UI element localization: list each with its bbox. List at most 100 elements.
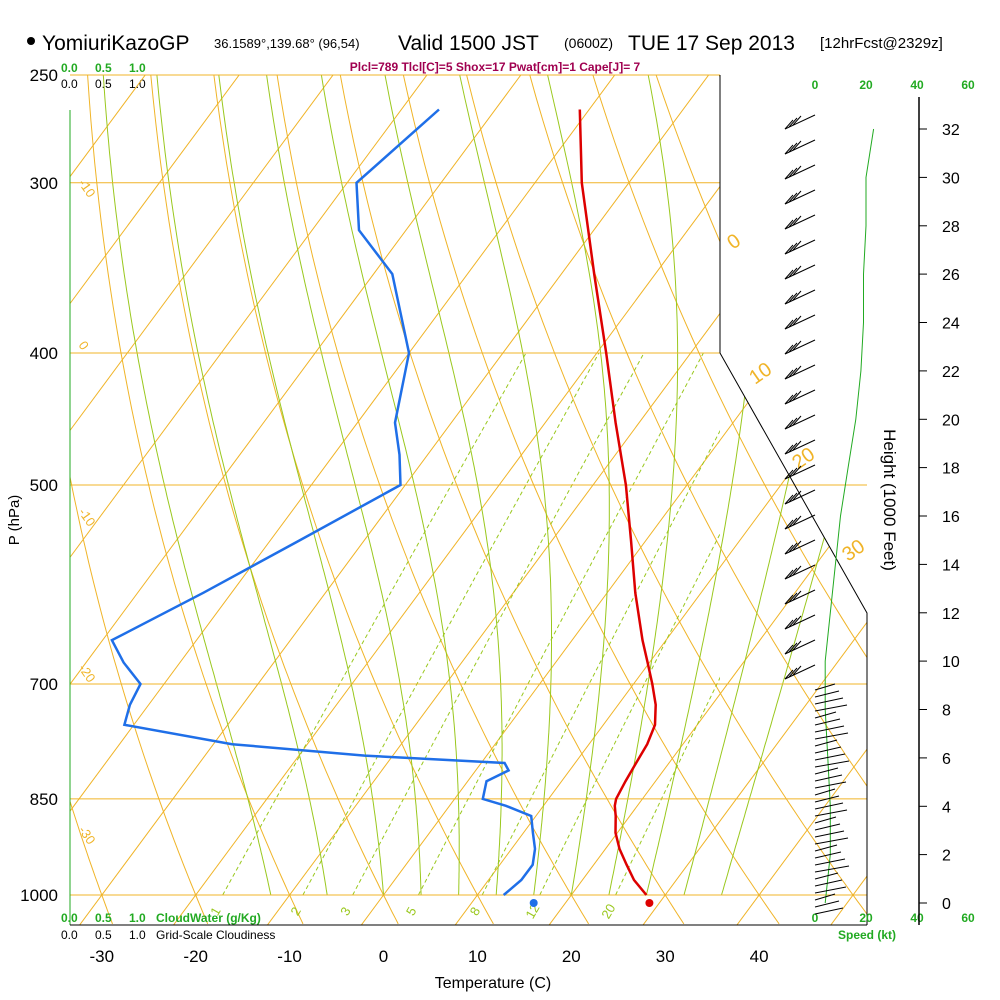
wind-barb: [784, 464, 816, 480]
dry-adiabat-line: [70, 75, 113, 925]
wind-barb-feather: [784, 569, 794, 580]
wind-barb: [814, 823, 841, 831]
moist-adiabat-line: [97, 75, 272, 896]
wind-barb-feather: [788, 542, 798, 553]
wind-barb-feather: [788, 567, 798, 578]
wind-barb-feather: [788, 167, 798, 178]
isotherm-line: [169, 75, 867, 925]
wind-barb: [814, 725, 845, 733]
speed-tick-top: 60: [961, 78, 975, 92]
height-tick-label: 24: [942, 316, 960, 333]
wind-barb-feather: [788, 492, 798, 503]
wind-barb: [814, 879, 843, 887]
pressure-tick-label: 400: [30, 344, 58, 363]
isotherm-label: -10: [76, 176, 99, 200]
pressure-tick-label: 500: [30, 476, 58, 495]
wind-barb: [814, 746, 842, 754]
moist-adiabat-line: [683, 75, 859, 896]
cloudwater-tick-bottom-0: 0.0: [61, 911, 78, 925]
cloudiness-tick-top-2: 1.0: [129, 77, 146, 91]
mixing-ratio-label: 8: [467, 904, 484, 918]
y-axis-label: P (hPa): [6, 495, 23, 546]
height-tick-label: 20: [942, 412, 960, 429]
height-tick-label: 8: [942, 703, 951, 720]
wind-barb-feather: [788, 592, 798, 603]
wind-barb-feather: [788, 117, 798, 128]
temperature-tick-label: -10: [277, 947, 302, 966]
wind-barb: [814, 718, 841, 726]
wind-barb: [784, 264, 816, 280]
isotherm-line: [639, 75, 867, 925]
wind-barb-feather: [788, 142, 798, 153]
wind-barb-feather: [788, 217, 798, 228]
wind-barb: [784, 389, 816, 405]
wind-barb-feather: [792, 415, 802, 426]
isotherm-label: 30: [838, 535, 869, 566]
wind-barb: [814, 767, 839, 775]
speed-tick-top: 20: [859, 78, 873, 92]
moist-adiabat-line: [608, 75, 679, 896]
station-coords: 36.1589°,139.68° (96,54): [214, 36, 360, 51]
pressure-tick-label: 850: [30, 790, 58, 809]
wind-barb-feather: [792, 265, 802, 276]
valid-date: TUE 17 Sep 2013: [628, 32, 795, 55]
wind-barb: [784, 289, 816, 305]
wind-barb-feather: [792, 440, 802, 451]
wind-barb-feather: [788, 292, 798, 303]
isotherm-line: [70, 75, 713, 925]
wind-barb: [814, 753, 846, 761]
moist-adiabat-line: [302, 75, 460, 896]
wind-barb: [784, 364, 816, 380]
speed-tick-bottom: 0: [812, 911, 819, 925]
wind-barb: [784, 639, 816, 655]
wind-barb: [814, 816, 837, 824]
isotherm-label: -10: [76, 505, 99, 529]
cloudwater-tick-bottom-1: 0.5: [95, 911, 112, 925]
wind-barb: [814, 844, 838, 852]
mixing-ratio-label: 12: [522, 901, 542, 921]
wind-barb-feather: [784, 294, 794, 305]
moist-adiabat-line: [518, 75, 610, 896]
moist-adiabat-line: [645, 75, 760, 896]
wind-barb-feather: [792, 540, 802, 551]
wind-barb-feather: [792, 365, 802, 376]
dry-adiabat-line: [971, 0, 1000, 924]
wind-barb-feather: [788, 417, 798, 428]
wind-barb-feather: [784, 269, 794, 280]
moist-adiabat-line: [251, 75, 422, 896]
plot-boundary: [719, 75, 868, 925]
cloudiness-tick-top-0: 0.0: [61, 77, 78, 91]
wind-barb-feather: [792, 640, 802, 651]
dry-adiabat-line: [378, 75, 780, 925]
wind-barb-feather: [784, 669, 794, 680]
wind-barb: [814, 690, 840, 698]
wind-barb: [814, 858, 846, 866]
mixing-ratio-label: 3: [337, 904, 354, 918]
height-tick-label: 22: [942, 364, 960, 381]
isotherm-line: [70, 75, 619, 925]
mixing-ratio-line: [417, 352, 704, 896]
wind-barb-feather: [792, 315, 802, 326]
mixing-ratio-label: 20: [598, 901, 618, 921]
speed-tick-bottom: 20: [859, 911, 873, 925]
wind-barb: [814, 781, 847, 789]
wind-barb-feather: [784, 619, 794, 630]
isotherm-line: [70, 75, 338, 925]
wind-barb-feather: [784, 219, 794, 230]
wind-barb: [814, 809, 848, 817]
dry-adiabat-line: [200, 75, 494, 925]
isotherm-label: 10: [745, 358, 776, 389]
cloudwater-tick-bottom-2: 1.0: [129, 911, 146, 925]
height-tick-label: 6: [942, 751, 951, 768]
isotherm-line: [75, 75, 807, 925]
wind-barb-feather: [784, 419, 794, 430]
height-tick-label: 4: [942, 799, 951, 816]
height-tick-label: 28: [942, 219, 960, 236]
wind-barb-feather: [792, 240, 802, 251]
temperature-tick-label: 40: [750, 947, 769, 966]
wind-barb: [784, 339, 816, 355]
cloudiness-label: Grid-Scale Cloudiness: [156, 928, 275, 942]
wind-barb-feather: [784, 319, 794, 330]
wind-barb: [814, 774, 843, 782]
